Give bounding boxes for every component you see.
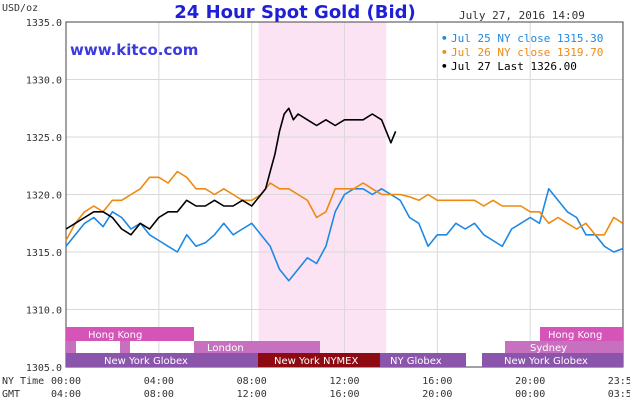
series-line-jul25 bbox=[65, 188, 624, 282]
legend-entry-jul27: Jul 27 Last 1326.00 bbox=[451, 60, 577, 73]
market-bar-early-session bbox=[120, 341, 130, 353]
x-tick-label-gmt: 04:00 bbox=[51, 389, 81, 400]
y-tick-label: 1315.0 bbox=[26, 248, 62, 259]
x-tick-label-gmt: 20:00 bbox=[422, 389, 452, 400]
market-label-hongkong: Hong Kong bbox=[88, 330, 142, 341]
market-bar-ny-globex-3 bbox=[482, 353, 623, 367]
x-tick-label-ny: 20:00 bbox=[515, 376, 545, 387]
chart-title: 24 Hour Spot Gold (Bid) bbox=[174, 2, 415, 23]
ny-time-label: NY Time bbox=[2, 376, 44, 387]
y-tick-label: 1305.0 bbox=[26, 363, 62, 374]
y-tick-label: 1325.0 bbox=[26, 133, 62, 144]
x-tick-label-ny: 00:00 bbox=[51, 376, 81, 387]
x-tick-label-ny: 23:59 bbox=[608, 376, 630, 387]
legend: • Jul 25 NY close 1315.30 • Jul 26 NY cl… bbox=[441, 32, 603, 73]
market-label-london: London bbox=[207, 343, 244, 354]
x-axis-gmt-ticks: 04:00 08:00 12:00 16:00 20:00 00:00 03:59 bbox=[51, 389, 630, 400]
x-tick-label-ny: 04:00 bbox=[144, 376, 174, 387]
market-label-ny-nymex: New York NYMEX bbox=[274, 356, 359, 367]
market-label-ny-globex-2: NY Globex bbox=[390, 356, 442, 367]
x-tick-label-gmt: 16:00 bbox=[329, 389, 359, 400]
x-tick-label-gmt: 08:00 bbox=[144, 389, 174, 400]
market-label-hongkong-2: Hong Kong bbox=[548, 330, 602, 341]
x-tick-label-gmt: 00:00 bbox=[515, 389, 545, 400]
watermark-text: www.kitco.com bbox=[70, 41, 198, 59]
market-bar-hongkong-2 bbox=[540, 327, 623, 341]
market-bar-ny-globex-1 bbox=[66, 353, 258, 367]
market-bar-ny-nymex bbox=[258, 353, 380, 367]
unit-label: USD/oz bbox=[2, 3, 38, 14]
x-tick-label-gmt: 03:59 bbox=[608, 389, 630, 400]
y-axis-tick-labels: 1335.0 1330.0 1325.0 1320.0 1315.0 1310.0 1305… bbox=[26, 18, 62, 374]
market-session-bars: Hong Kong London New York Globex New Yor… bbox=[66, 327, 623, 367]
gmt-label: GMT bbox=[2, 389, 20, 400]
market-bar-london bbox=[194, 341, 320, 353]
x-axis-ny-ticks: 00:00 04:00 08:00 12:00 16:00 20:00 23:59 bbox=[51, 376, 630, 387]
market-label-sydney: Sydney bbox=[530, 343, 567, 354]
x-tick-label-ny: 08:00 bbox=[237, 376, 267, 387]
market-bar-sydney bbox=[505, 341, 623, 353]
legend-bullet-jul26: • bbox=[441, 46, 448, 59]
series-line-jul26 bbox=[65, 170, 624, 241]
x-tick-label-ny: 16:00 bbox=[422, 376, 452, 387]
y-tick-label: 1335.0 bbox=[26, 18, 62, 29]
legend-entry-jul26: Jul 26 NY close 1319.70 bbox=[451, 46, 603, 59]
y-tick-label: 1330.0 bbox=[26, 76, 62, 87]
legend-bullet-jul25: • bbox=[441, 32, 448, 45]
market-bar-sydney-start bbox=[66, 341, 76, 353]
chart-datetime: July 27, 2016 14:09 bbox=[459, 9, 585, 22]
x-tick-label-ny: 12:00 bbox=[329, 376, 359, 387]
series-lines bbox=[65, 107, 624, 282]
market-label-ny-globex-3: New York Globex bbox=[504, 356, 588, 367]
y-tick-label: 1320.0 bbox=[26, 191, 62, 202]
market-bar-ny-globex-2 bbox=[380, 353, 466, 367]
series-line-jul27 bbox=[65, 107, 397, 236]
x-tick-label-gmt: 12:00 bbox=[237, 389, 267, 400]
legend-bullet-jul27: • bbox=[441, 60, 448, 73]
market-bar-hongkong bbox=[66, 327, 194, 341]
market-label-ny-globex-1: New York Globex bbox=[104, 356, 188, 367]
legend-entry-jul25: Jul 25 NY close 1315.30 bbox=[451, 32, 603, 45]
y-tick-label: 1310.0 bbox=[26, 306, 62, 317]
